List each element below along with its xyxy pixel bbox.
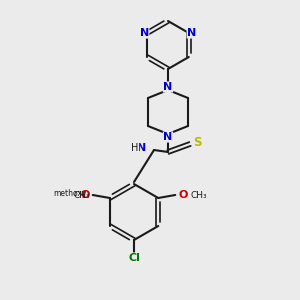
Text: N: N [137, 143, 147, 153]
Text: O: O [80, 190, 89, 200]
Text: H: H [131, 143, 139, 153]
Text: methoxy: methoxy [53, 190, 86, 199]
Text: Cl: Cl [128, 253, 140, 263]
Text: O: O [178, 190, 188, 200]
Text: N: N [164, 132, 172, 142]
Text: N: N [187, 28, 196, 38]
Text: S: S [193, 136, 201, 149]
Text: CH₃: CH₃ [190, 190, 207, 200]
Text: N: N [140, 28, 149, 38]
Text: N: N [164, 82, 172, 92]
Text: CH₃: CH₃ [74, 190, 90, 200]
